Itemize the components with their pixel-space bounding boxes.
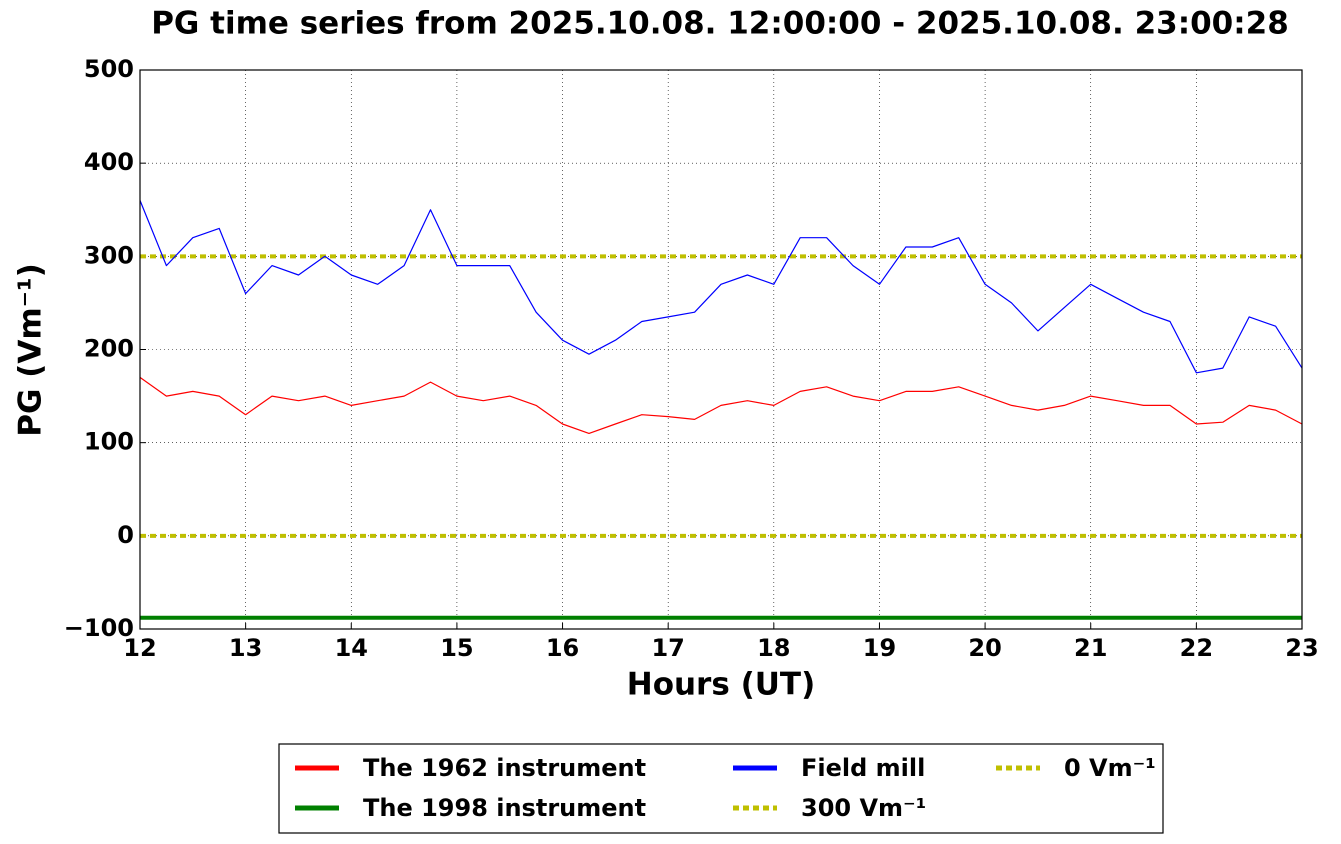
x-tick-label: 17 xyxy=(651,634,684,662)
plot-frame xyxy=(139,69,1303,630)
y-tick-label: 100 xyxy=(84,428,134,456)
series-line xyxy=(139,376,1303,434)
x-tick-label: 13 xyxy=(229,634,262,662)
y-tick-label: −100 xyxy=(64,614,134,642)
y-tick-label: 200 xyxy=(84,335,134,363)
y-tick-label: 400 xyxy=(84,148,134,176)
y-tick-label: 300 xyxy=(84,241,134,269)
legend-label: 300 Vm⁻¹ xyxy=(801,794,926,822)
y-tick-label: 500 xyxy=(84,55,134,83)
series-line xyxy=(139,200,1303,374)
x-tick-label: 20 xyxy=(968,634,1001,662)
legend-label: The 1998 instrument xyxy=(363,794,646,822)
y-axis-label: PG (Vm⁻¹) xyxy=(13,263,49,437)
x-tick-label: 21 xyxy=(1074,634,1107,662)
x-axis-label: Hours (UT) xyxy=(627,667,816,703)
legend-label: 0 Vm⁻¹ xyxy=(1064,754,1156,782)
x-tick-label: 22 xyxy=(1180,634,1213,662)
legend-label: Field mill xyxy=(801,754,925,782)
x-tick-label: 14 xyxy=(335,634,368,662)
x-tick-label: 16 xyxy=(546,634,579,662)
x-tick-label: 15 xyxy=(440,634,473,662)
y-tick-label: 0 xyxy=(117,521,134,549)
x-tick-label: 18 xyxy=(757,634,790,662)
legend-box xyxy=(278,743,1164,834)
legend-label: The 1962 instrument xyxy=(363,754,646,782)
x-tick-label: 19 xyxy=(863,634,896,662)
x-tick-label: 12 xyxy=(123,634,156,662)
chart-title: PG time series from 2025.10.08. 12:00:00… xyxy=(151,6,1289,42)
x-tick-label: 23 xyxy=(1285,634,1318,662)
